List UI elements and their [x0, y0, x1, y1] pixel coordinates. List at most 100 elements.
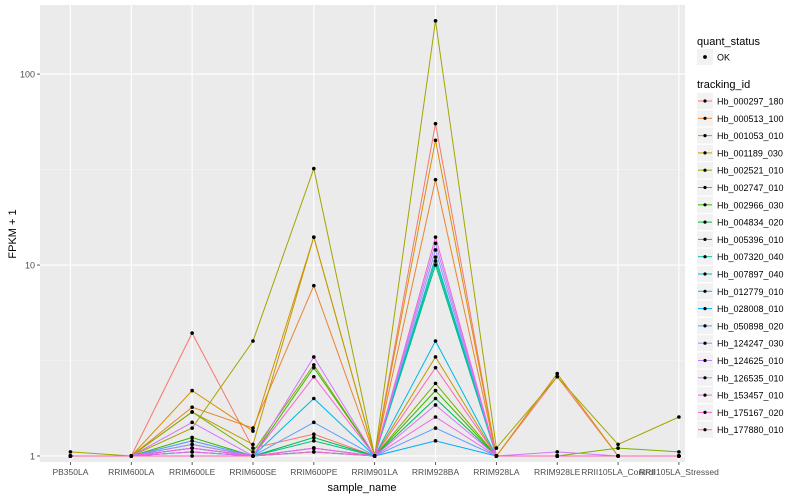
data-point: [312, 235, 316, 239]
data-point: [312, 420, 316, 425]
data-point: [677, 450, 681, 454]
x-tick-label: PB350LA: [52, 467, 88, 477]
legend-status-point: [703, 55, 707, 59]
data-point: [312, 446, 316, 450]
data-point: [433, 388, 438, 393]
data-point: [494, 446, 499, 450]
legend-series-point: [703, 255, 707, 259]
data-point: [616, 446, 620, 450]
legend-series-point: [703, 410, 707, 414]
legend-series-label: Hb_126535_010: [717, 373, 784, 383]
legend-series-label: Hb_001053_010: [717, 131, 784, 141]
data-point: [312, 365, 316, 370]
legend-series-point: [703, 289, 707, 293]
legend-series-point: [703, 428, 707, 432]
data-point: [190, 426, 194, 430]
data-point: [312, 432, 316, 437]
data-point: [433, 263, 438, 267]
data-point: [555, 374, 560, 379]
data-point: [68, 450, 73, 454]
data-point: [190, 420, 194, 425]
data-point: [190, 405, 194, 410]
data-point: [433, 355, 438, 359]
legend-series-point: [703, 203, 707, 207]
data-point: [433, 426, 438, 430]
x-axis: PB350LA RRIM600LA RRIM600LE RRIM600SE RRIM60…: [52, 462, 719, 477]
data-point: [190, 442, 194, 447]
legend-series-point: [703, 185, 707, 190]
legend-series-label: Hb_002521_010: [717, 166, 784, 176]
data-point: [190, 435, 194, 440]
x-tick-label: RRIM901LA: [352, 467, 399, 477]
data-point: [372, 454, 377, 458]
legend-series-label: Hb_124247_030: [717, 339, 784, 349]
data-point: [251, 450, 255, 454]
data-point: [312, 166, 316, 171]
data-point: [68, 454, 73, 458]
data-point: [312, 363, 316, 367]
data-point: [433, 177, 438, 182]
y-axis-title: FPKM + 1: [7, 209, 19, 258]
x-tick-label: RRIM928BA: [412, 467, 460, 477]
legend-series-point: [703, 307, 707, 311]
legend-series-point: [703, 324, 707, 328]
legend-series-title: tracking_id: [697, 79, 750, 91]
x-tick-label: RRII105LA_Stressed: [639, 467, 719, 477]
legend-series-label: Hb_177880_010: [717, 425, 784, 435]
data-point: [494, 454, 499, 458]
data-point: [433, 365, 438, 370]
plot-panel: [40, 5, 685, 462]
data-point: [190, 410, 194, 414]
data-point: [312, 439, 316, 443]
data-point: [251, 339, 255, 343]
data-point: [433, 235, 438, 239]
y-tick-label: 1: [30, 451, 35, 461]
x-tick-label: RRIM600LA: [108, 467, 155, 477]
legend-series-point: [703, 358, 707, 363]
data-point: [190, 454, 194, 458]
legend-series-label: Hb_000297_180: [717, 97, 784, 107]
y-tick-label: 10: [25, 261, 35, 271]
data-point: [312, 355, 316, 359]
data-point: [677, 454, 681, 458]
legend-series-label: Hb_175167_020: [717, 408, 784, 418]
legend-series-point: [703, 168, 707, 172]
data-point: [433, 381, 438, 386]
data-point: [433, 19, 438, 23]
data-point: [190, 446, 194, 450]
legend-series-point: [703, 272, 707, 276]
data-point: [312, 283, 316, 288]
legend-series-label: Hb_001189_030: [717, 148, 783, 158]
data-point: [433, 255, 438, 259]
data-point: [555, 371, 560, 376]
data-point: [555, 450, 560, 454]
y-axis: 1 10 100: [20, 70, 40, 461]
data-point: [433, 138, 438, 143]
legend: quant_status OK tracking_id Hb_000297_18…: [697, 36, 784, 438]
legend-series-label: Hb_002747_010: [717, 183, 784, 193]
legend-series-label: Hb_028008_010: [717, 304, 784, 314]
data-point: [251, 426, 255, 430]
data-point: [433, 339, 438, 343]
data-point: [251, 446, 255, 450]
x-tick-label: RRIM600PE: [290, 467, 338, 477]
x-tick-label: RRIM600LE: [169, 467, 216, 477]
x-axis-title: sample_name: [327, 482, 396, 494]
legend-status-entries: OK: [697, 49, 730, 65]
legend-series-label: Hb_004834_020: [717, 218, 784, 228]
data-point: [433, 241, 438, 246]
data-point: [616, 454, 620, 458]
data-point: [677, 415, 681, 419]
data-point: [190, 388, 194, 393]
data-point: [433, 259, 438, 263]
legend-series-label: Hb_005396_010: [717, 235, 784, 245]
grid-minor: [40, 169, 685, 361]
legend-series-label: Hb_007897_040: [717, 270, 784, 280]
data-point: [312, 435, 316, 440]
x-tick-label: RRIM600SE: [229, 467, 277, 477]
legend-series-point: [703, 151, 707, 155]
series-points: [68, 19, 681, 458]
y-tick-label: 100: [20, 70, 35, 80]
legend-series-point: [703, 393, 707, 397]
legend-series-label: Hb_007320_040: [717, 252, 784, 262]
